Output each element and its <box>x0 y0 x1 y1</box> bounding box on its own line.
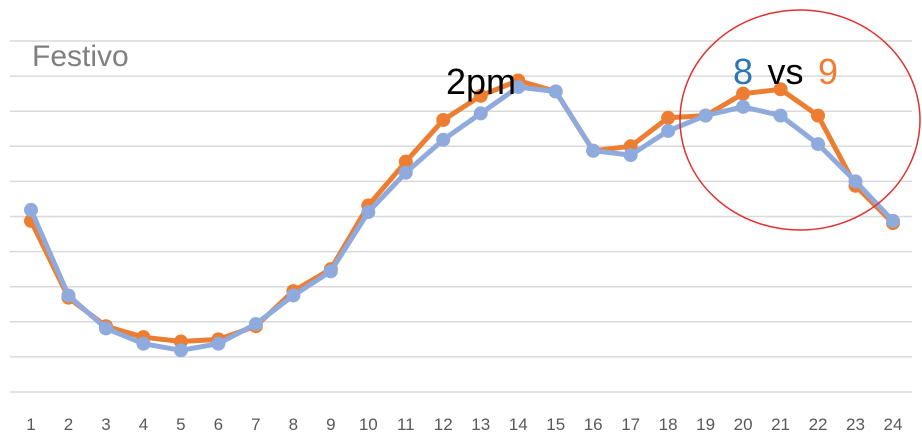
x-tick-label: 22 <box>809 415 828 434</box>
x-tick-label: 8 <box>289 415 298 434</box>
compare-vs-label: vs <box>767 51 803 92</box>
x-tick-label: 21 <box>771 415 790 434</box>
data-point <box>473 106 488 121</box>
data-point <box>398 154 413 169</box>
data-point <box>848 174 863 189</box>
data-point <box>61 288 76 303</box>
data-point <box>98 321 113 336</box>
data-point <box>811 137 826 152</box>
data-point <box>548 84 563 99</box>
data-point <box>398 165 413 180</box>
data-point <box>436 132 451 147</box>
data-point <box>323 264 338 279</box>
series-line <box>28 84 896 353</box>
x-tick-label: 14 <box>509 415 528 434</box>
data-point <box>361 205 376 220</box>
x-tick-label: 18 <box>659 415 678 434</box>
data-point <box>773 82 788 97</box>
data-point <box>24 202 38 217</box>
data-point <box>436 112 451 127</box>
x-tick-label: 3 <box>101 415 110 434</box>
x-tick-label: 24 <box>884 415 903 434</box>
x-tick-label: 17 <box>621 415 640 434</box>
data-point <box>698 108 713 123</box>
data-point <box>623 148 638 163</box>
x-tick-label: 6 <box>214 415 223 434</box>
data-point <box>136 336 151 351</box>
compare-a-label: 8 <box>733 51 753 92</box>
x-tick-label: 9 <box>326 415 335 434</box>
data-point <box>736 86 751 101</box>
data-point <box>811 108 826 123</box>
x-axis-ticks: 1 2 3 4 5 6 7 8 9 10 11 12 13 14 15 16 17 18 19 20 21 22 23 24 <box>26 415 902 434</box>
x-tick-label: 13 <box>471 415 490 434</box>
data-point <box>886 213 900 228</box>
series-line <box>28 78 896 344</box>
highlight-circle <box>679 9 921 231</box>
x-tick-label: 2 <box>64 415 73 434</box>
x-tick-label: 16 <box>584 415 603 434</box>
x-tick-label: 1 <box>26 415 35 434</box>
x-tick-label: 7 <box>251 415 260 434</box>
data-point <box>286 288 301 303</box>
x-tick-label: 19 <box>696 415 715 434</box>
data-point <box>248 316 263 331</box>
series-2 <box>24 80 900 358</box>
x-tick-label: 23 <box>846 415 865 434</box>
x-tick-label: 15 <box>546 415 565 434</box>
data-point <box>773 108 788 123</box>
x-tick-label: 5 <box>176 415 185 434</box>
data-point <box>473 88 488 103</box>
data-point <box>511 80 526 95</box>
data-point <box>661 110 676 125</box>
data-point <box>173 343 188 358</box>
data-point <box>661 123 676 138</box>
comparison-label: 8 vs 9 <box>733 51 838 92</box>
data-point <box>736 99 751 114</box>
data-point <box>586 143 601 158</box>
data-point <box>211 336 226 351</box>
peak-annotation: 2pm <box>446 61 516 102</box>
compare-b-label: 9 <box>818 51 838 92</box>
comparison-annotation: 8 vs 9 <box>679 9 921 231</box>
chart-title: Festivo <box>32 40 129 73</box>
x-tick-label: 11 <box>397 415 415 434</box>
x-tick-label: 4 <box>139 415 148 434</box>
x-tick-label: 10 <box>359 415 378 434</box>
x-tick-label: 12 <box>434 415 453 434</box>
series-layer <box>24 73 900 358</box>
x-tick-label: 20 <box>734 415 753 434</box>
